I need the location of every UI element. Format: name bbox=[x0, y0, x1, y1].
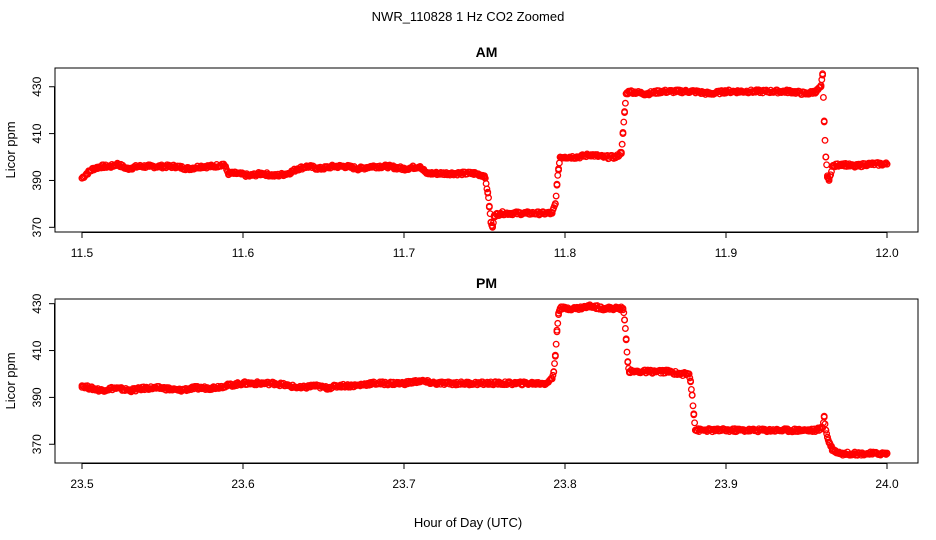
x-tick-label: 11.7 bbox=[393, 246, 416, 260]
y-tick-label: 430 bbox=[30, 76, 44, 96]
data-point bbox=[483, 185, 491, 193]
data-point bbox=[549, 371, 557, 379]
data-point bbox=[484, 189, 492, 197]
x-tick-label: 11.5 bbox=[71, 246, 94, 260]
data-point bbox=[617, 150, 625, 157]
data-point bbox=[823, 430, 831, 438]
data-point bbox=[485, 203, 493, 211]
data-point bbox=[685, 370, 693, 378]
y-tick-label: 390 bbox=[30, 170, 44, 190]
data-point bbox=[615, 305, 623, 313]
x-tick-label: 23.9 bbox=[714, 477, 738, 491]
x-tick-label: 11.9 bbox=[715, 246, 738, 260]
x-tick-label: 23.6 bbox=[231, 477, 255, 491]
data-point bbox=[821, 420, 829, 428]
data-point bbox=[621, 99, 629, 107]
y-tick-label: 390 bbox=[30, 387, 44, 407]
x-tick-label: 24.0 bbox=[875, 477, 899, 491]
data-point bbox=[551, 200, 559, 208]
data-point bbox=[820, 413, 828, 421]
x-tick-label: 11.6 bbox=[232, 246, 255, 260]
data-point bbox=[621, 316, 629, 324]
data-point bbox=[621, 108, 629, 115]
data-point bbox=[820, 117, 828, 125]
data-point bbox=[883, 449, 891, 457]
figure-title: NWR_110828 1 Hz CO2 Zoomed bbox=[371, 9, 565, 24]
data-point bbox=[554, 171, 562, 179]
data-point bbox=[619, 129, 627, 136]
data-point bbox=[364, 380, 372, 388]
x-tick-label: 23.8 bbox=[553, 477, 577, 491]
data-point bbox=[819, 70, 827, 78]
data-point bbox=[616, 148, 624, 156]
x-tick-label: 11.8 bbox=[554, 246, 577, 260]
x-tick-label: 23.5 bbox=[70, 477, 94, 491]
y-axis-label: Licor ppm bbox=[3, 121, 18, 178]
data-point bbox=[485, 194, 492, 202]
data-point bbox=[823, 161, 831, 169]
x-tick-label: 12.0 bbox=[875, 246, 899, 260]
data-point bbox=[620, 118, 628, 126]
data-point bbox=[691, 419, 699, 427]
data-point bbox=[551, 352, 559, 360]
data-point bbox=[687, 378, 695, 386]
data-point bbox=[553, 326, 561, 334]
x-tick-label: 23.7 bbox=[392, 477, 416, 491]
data-point bbox=[620, 309, 628, 317]
data-point bbox=[552, 340, 560, 348]
data-point bbox=[548, 375, 556, 383]
panel-pm: PM 23.5 23.6 23.7 23.8 23.9 24.0 370 390 410 430 Li… bbox=[3, 275, 919, 491]
y-tick-label: 410 bbox=[30, 123, 44, 143]
data-point bbox=[819, 94, 827, 101]
data-point bbox=[687, 386, 695, 393]
data-series bbox=[78, 70, 891, 231]
data-point bbox=[555, 166, 563, 174]
data-point bbox=[822, 153, 830, 161]
x-axis-label: Hour of Day (UTC) bbox=[413, 515, 523, 530]
data-point bbox=[551, 360, 558, 367]
data-point bbox=[623, 348, 631, 356]
data-point bbox=[622, 336, 630, 344]
data-point bbox=[554, 319, 562, 327]
panel-title: AM bbox=[476, 44, 498, 60]
data-series bbox=[78, 301, 891, 459]
data-point bbox=[822, 426, 830, 434]
panel-am: AM 11.5 11.6 11.7 11.8 11.9 12.0 370 390 410 430 Li… bbox=[3, 44, 919, 260]
data-point bbox=[821, 136, 829, 144]
y-axis-label: Licor ppm bbox=[3, 352, 18, 409]
data-point bbox=[690, 411, 698, 419]
data-point bbox=[550, 368, 558, 376]
data-point bbox=[883, 160, 891, 168]
data-point bbox=[552, 192, 560, 200]
data-point bbox=[688, 391, 696, 399]
data-point bbox=[480, 172, 488, 180]
data-point bbox=[827, 171, 835, 179]
y-tick-label: 410 bbox=[30, 340, 44, 360]
data-point bbox=[689, 402, 697, 410]
panel-title: PM bbox=[476, 275, 497, 291]
data-point bbox=[621, 325, 629, 332]
data-point bbox=[624, 358, 632, 366]
data-point bbox=[481, 173, 488, 181]
y-tick-label: 370 bbox=[30, 217, 44, 237]
data-point bbox=[489, 222, 496, 230]
y-tick-label: 430 bbox=[30, 293, 44, 313]
data-point bbox=[618, 140, 626, 148]
data-point bbox=[553, 180, 561, 188]
data-point bbox=[686, 374, 694, 382]
data-point bbox=[619, 306, 627, 314]
y-tick-label: 370 bbox=[30, 434, 44, 454]
